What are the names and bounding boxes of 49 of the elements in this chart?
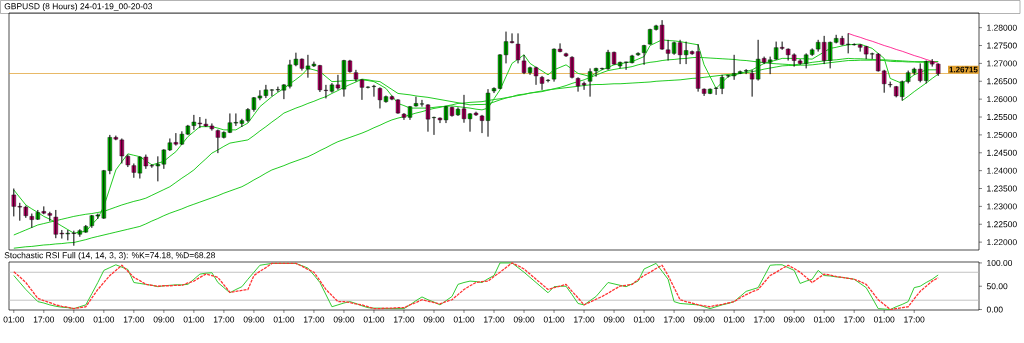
x-tick-label: 01:00 <box>633 316 655 323</box>
x-tick-label: 17:00 <box>303 316 325 323</box>
y-tick-label: 1.23500 <box>987 185 1017 192</box>
x-tick-label: 01:00 <box>3 316 25 323</box>
y-tick-label: 1.22500 <box>987 221 1017 228</box>
x-tick-label: 01:00 <box>273 316 295 323</box>
x-tick-label: 09:00 <box>333 316 355 323</box>
x-tick-label: 17:00 <box>904 316 925 323</box>
x-tick-label: 17:00 <box>394 316 415 323</box>
x-tick-label: 09:00 <box>783 316 805 323</box>
y-tick-label: 1.26000 <box>987 96 1017 103</box>
x-tick-label: 09:00 <box>243 316 265 323</box>
x-tick-label: 17:00 <box>33 316 55 323</box>
y-tick-label: 1.24500 <box>987 149 1017 156</box>
y-tick-label: 1.25000 <box>987 131 1017 138</box>
x-tick-label: 01:00 <box>363 316 385 323</box>
x-tick-label: 17:00 <box>213 316 235 323</box>
x-tick-label: 01:00 <box>93 316 115 323</box>
x-tick-label: 17:00 <box>574 316 595 323</box>
x-tick-label: 01:00 <box>543 316 565 323</box>
x-tick-label: 01:00 <box>873 316 895 323</box>
y-tick-label: 1.22000 <box>987 239 1017 246</box>
x-tick-label: 09:00 <box>423 316 445 323</box>
x-tick-label: 09:00 <box>153 316 175 323</box>
x-tick-label: 17:00 <box>844 316 865 323</box>
x-tick-label: 09:00 <box>513 316 535 323</box>
x-tick-label: 09:00 <box>63 316 85 323</box>
chart-title: Stochastic RSI Full (14, 14, 3, 3): %K=74.18, %D=68.28 <box>4 252 216 260</box>
x-tick-label: 09:00 <box>693 316 715 323</box>
y-tick-label: 0.00 <box>986 306 1003 313</box>
x-tick-label: 17:00 <box>664 316 685 323</box>
x-tick-label: 01:00 <box>723 316 745 323</box>
y-tick-label: 1.23000 <box>987 203 1017 210</box>
y-tick-label: 1.28000 <box>987 24 1017 31</box>
x-tick-label: 01:00 <box>453 316 475 323</box>
x-tick-label: 01:00 <box>183 316 205 323</box>
y-tick-label: 1.25500 <box>987 114 1017 121</box>
x-tick-label: 01:00 <box>813 316 835 323</box>
x-tick-label: 09:00 <box>603 316 625 323</box>
y-tick-label: 1.26500 <box>987 78 1017 85</box>
x-tick-label: 17:00 <box>123 316 145 323</box>
x-tick-label: 17:00 <box>484 316 505 323</box>
chart-title: GBPUSD (8 Hours) 24-01-19_00-20-03 <box>4 3 153 11</box>
y-tick-label: 1.27000 <box>987 60 1017 67</box>
y-tick-label: 100.00 <box>987 259 1013 266</box>
y-tick-label: 50.00 <box>986 283 1008 290</box>
y-tick-label: 1.24000 <box>987 167 1017 174</box>
y-tick-label: 1.27500 <box>987 42 1017 49</box>
x-tick-label: 17:00 <box>754 316 775 323</box>
